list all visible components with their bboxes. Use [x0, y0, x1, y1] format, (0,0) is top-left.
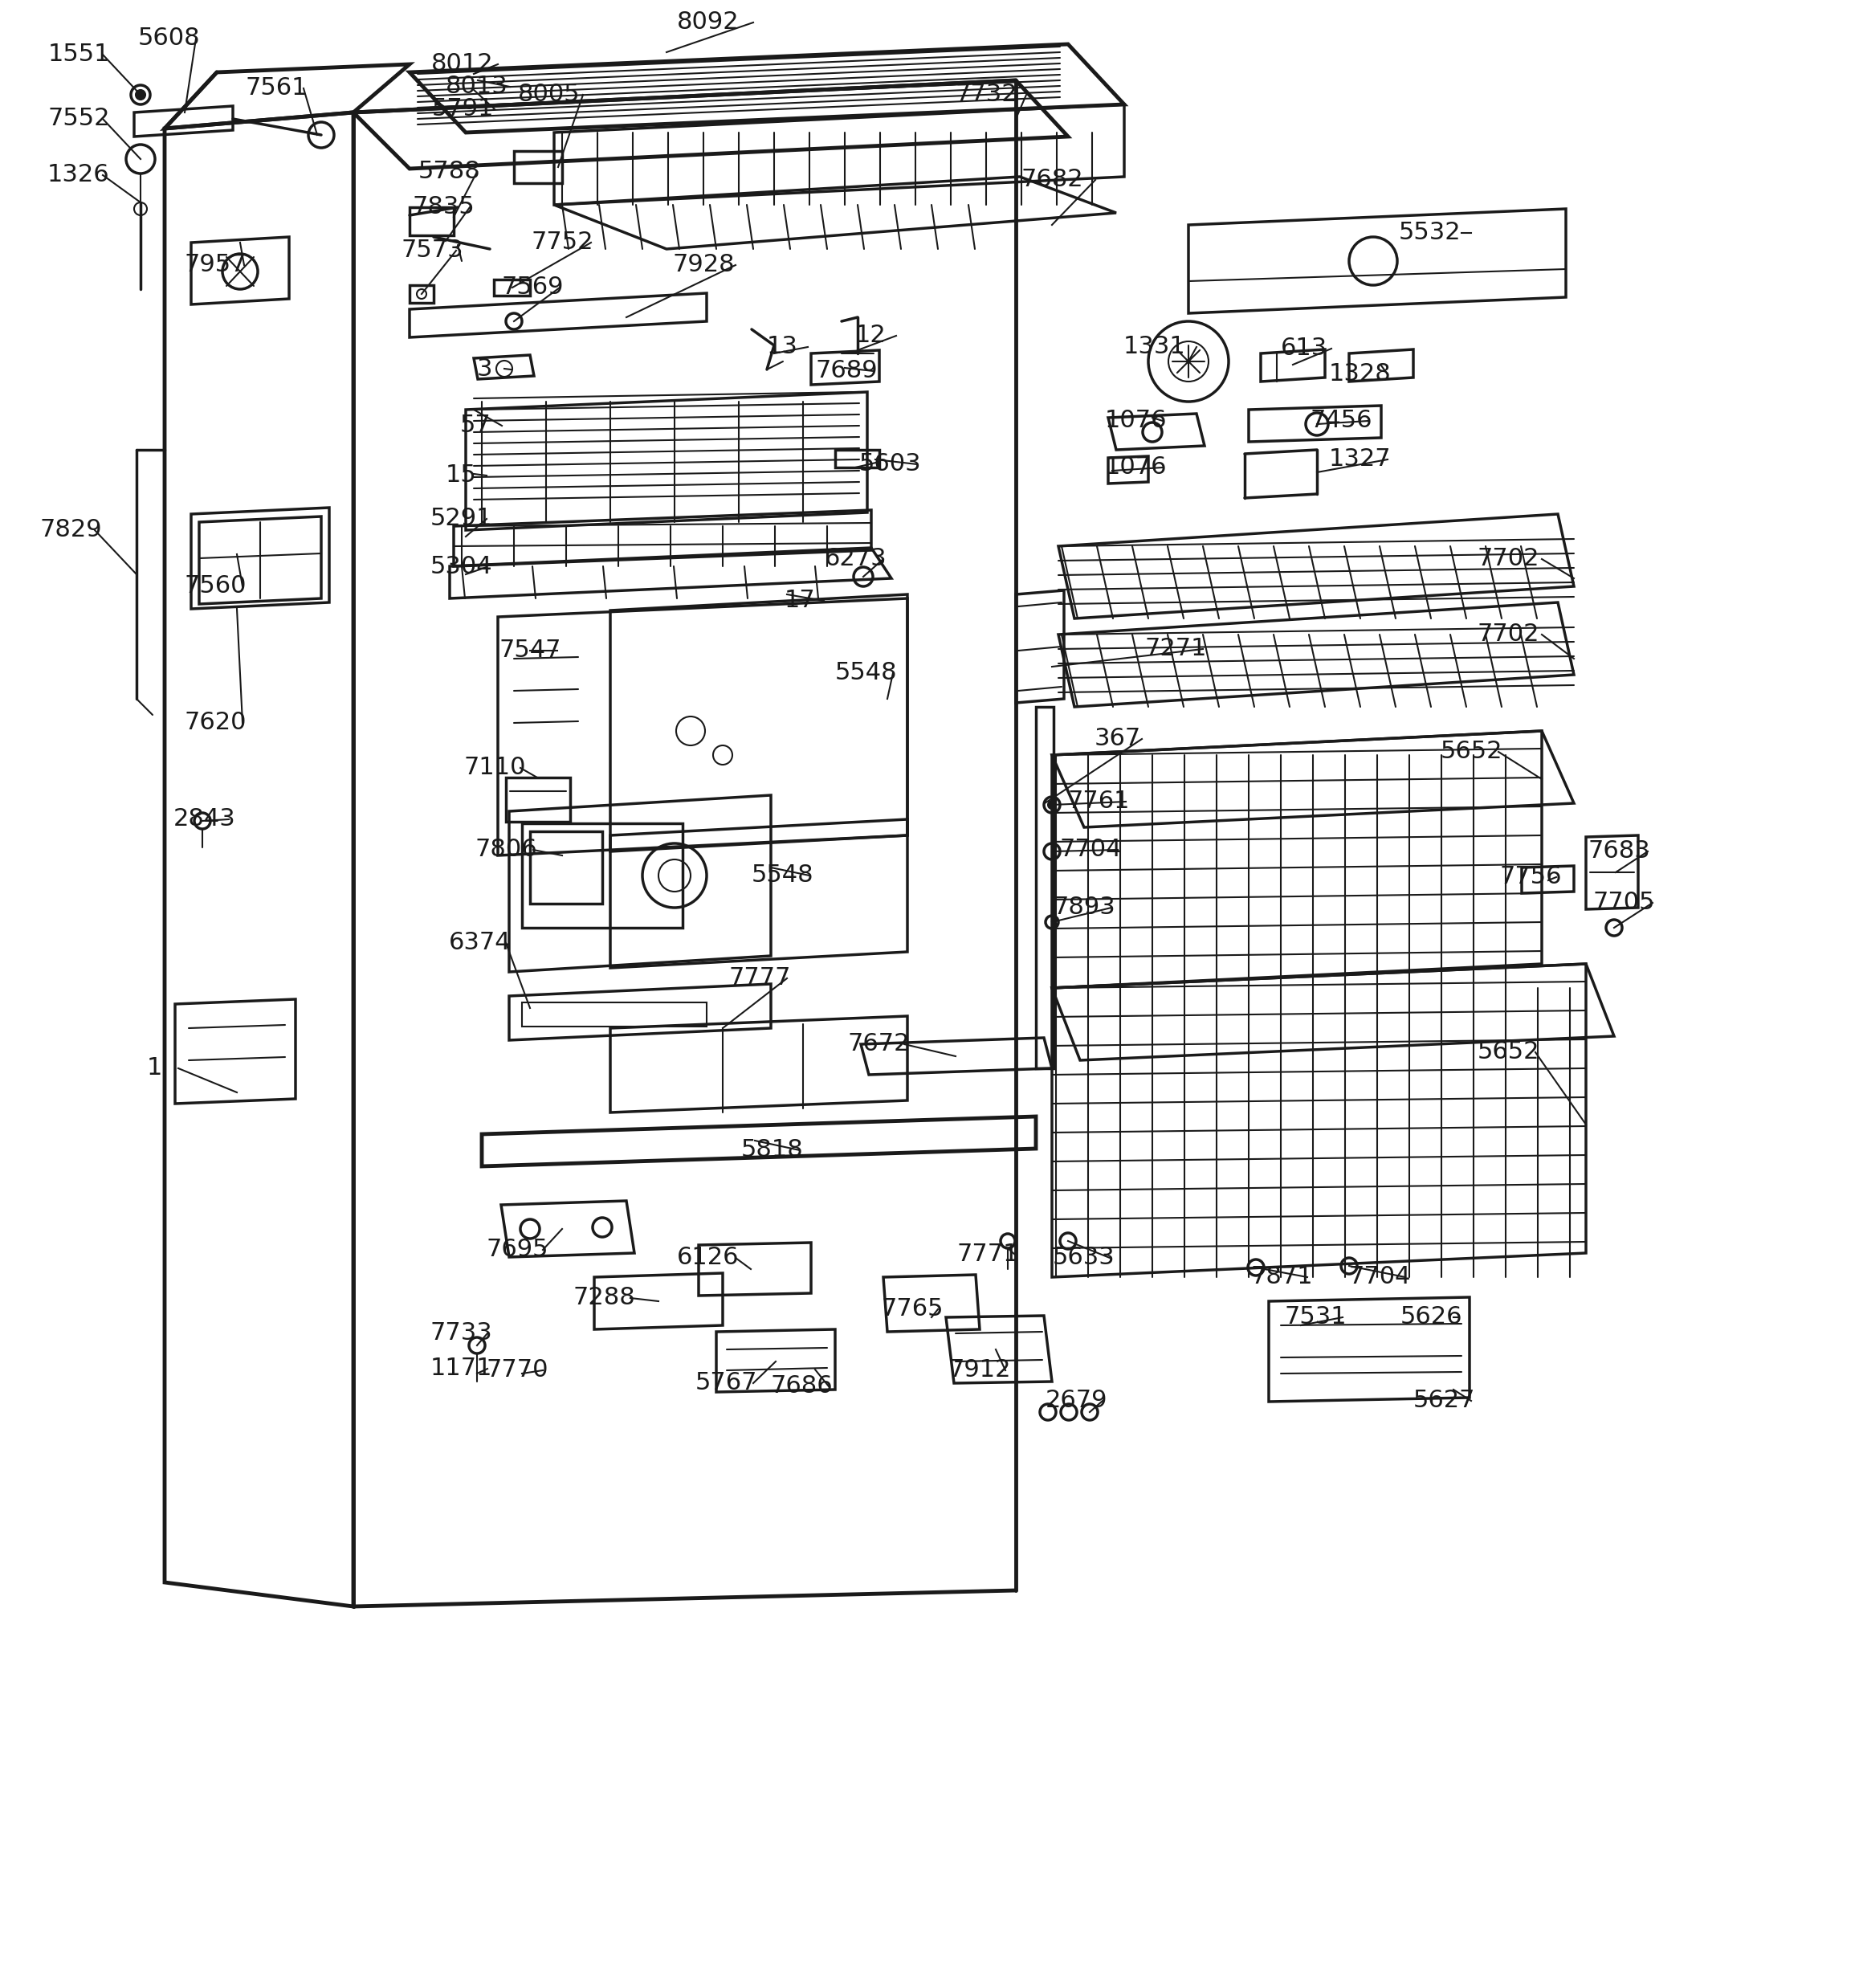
Text: 7288: 7288	[572, 1286, 635, 1310]
Text: 7702: 7702	[1477, 547, 1539, 571]
Text: 12: 12	[855, 324, 887, 348]
Text: 5608: 5608	[138, 28, 199, 50]
Text: 7552: 7552	[48, 107, 110, 131]
Text: 2679: 2679	[1045, 1390, 1107, 1413]
Text: 7531: 7531	[1284, 1306, 1347, 1328]
Text: 7547: 7547	[499, 638, 561, 662]
Text: 8005: 8005	[518, 83, 581, 107]
Text: 7957: 7957	[184, 252, 246, 276]
Text: 8092: 8092	[676, 10, 740, 34]
Text: 57: 57	[460, 414, 492, 437]
Text: 7573: 7573	[401, 239, 464, 262]
Text: 5291: 5291	[430, 507, 492, 531]
Text: 7686: 7686	[769, 1376, 833, 1398]
Text: 7705: 7705	[1593, 891, 1654, 914]
Text: 7893: 7893	[1053, 897, 1116, 918]
Text: 7702: 7702	[1477, 622, 1539, 646]
Text: 7806: 7806	[475, 839, 537, 861]
Text: 5626: 5626	[1399, 1306, 1462, 1328]
Text: 1551: 1551	[48, 44, 110, 66]
Text: 1076: 1076	[1105, 455, 1166, 479]
Text: 7110: 7110	[464, 755, 525, 779]
Text: 6126: 6126	[676, 1246, 740, 1270]
Text: 8012: 8012	[432, 52, 494, 76]
Text: 7871: 7871	[1250, 1266, 1313, 1288]
Text: 17: 17	[784, 588, 816, 612]
Text: 367: 367	[1094, 728, 1142, 751]
Text: 7765: 7765	[881, 1298, 943, 1320]
Text: 15: 15	[445, 463, 477, 487]
Text: 5652: 5652	[1477, 1040, 1539, 1064]
Text: 5788: 5788	[419, 161, 481, 183]
Text: 5633: 5633	[1053, 1246, 1116, 1270]
Text: 7683: 7683	[1587, 839, 1651, 863]
Text: 7912: 7912	[948, 1358, 1012, 1382]
Text: 1171: 1171	[430, 1358, 492, 1380]
Text: 7752: 7752	[531, 231, 592, 254]
Text: 1326: 1326	[48, 163, 110, 187]
Text: 1331: 1331	[1123, 336, 1187, 358]
Text: 613: 613	[1280, 336, 1328, 360]
Text: 5548: 5548	[751, 865, 814, 887]
Text: 7756: 7756	[1500, 865, 1561, 889]
Text: 1: 1	[147, 1058, 162, 1079]
Text: 7835: 7835	[412, 195, 475, 219]
Circle shape	[136, 89, 145, 99]
Text: 7271: 7271	[1144, 638, 1207, 660]
Text: 5532: 5532	[1399, 221, 1461, 245]
Text: 5627: 5627	[1412, 1390, 1475, 1413]
Text: 7689: 7689	[816, 360, 877, 384]
Text: 1076: 1076	[1105, 410, 1166, 433]
Text: 7928: 7928	[673, 252, 734, 276]
Text: 1327: 1327	[1328, 447, 1392, 471]
Text: 7733: 7733	[430, 1322, 492, 1346]
Text: 5652: 5652	[1440, 740, 1502, 763]
Text: 7829: 7829	[39, 519, 102, 543]
Text: 7732: 7732	[956, 83, 1017, 107]
Text: 7620: 7620	[184, 712, 246, 734]
Text: 3: 3	[477, 358, 492, 382]
Text: 7761: 7761	[1067, 789, 1129, 813]
Text: 7695: 7695	[486, 1239, 548, 1262]
Text: 7561: 7561	[246, 78, 307, 99]
Text: 6374: 6374	[449, 930, 510, 954]
Text: 7569: 7569	[501, 276, 563, 300]
Text: 5548: 5548	[835, 662, 896, 684]
Text: 2843: 2843	[173, 807, 237, 831]
Text: 5603: 5603	[859, 453, 920, 475]
Text: 1328: 1328	[1328, 362, 1392, 386]
Text: 7771: 7771	[956, 1242, 1019, 1266]
Text: 5767: 5767	[695, 1372, 756, 1396]
Text: 6273: 6273	[825, 547, 887, 571]
Text: 5304: 5304	[430, 555, 492, 579]
Text: 5818: 5818	[741, 1139, 803, 1161]
Text: 7777: 7777	[728, 966, 790, 990]
Text: 7704: 7704	[1349, 1266, 1410, 1288]
Text: 7456: 7456	[1310, 410, 1373, 433]
Circle shape	[1047, 801, 1056, 809]
Text: 8013: 8013	[445, 76, 509, 97]
Text: 7704: 7704	[1060, 839, 1122, 861]
Text: 7672: 7672	[848, 1032, 909, 1056]
Text: 7682: 7682	[1021, 169, 1082, 191]
Text: 13: 13	[766, 336, 797, 358]
Text: 7770: 7770	[486, 1358, 548, 1382]
Text: 7560: 7560	[184, 575, 246, 598]
Text: 5791: 5791	[432, 97, 494, 121]
